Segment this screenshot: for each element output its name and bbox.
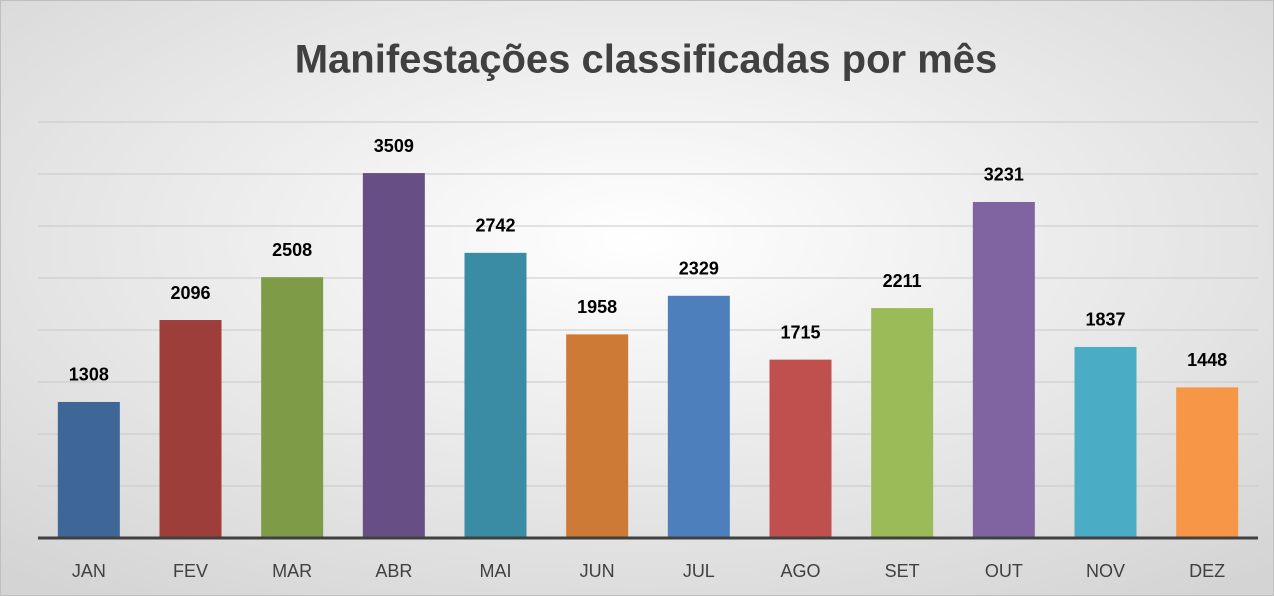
- data-label: 2742: [475, 216, 515, 236]
- x-tick-label: MAI: [479, 561, 511, 581]
- x-tick-label: OUT: [985, 561, 1023, 581]
- x-tick-label: SET: [885, 561, 920, 581]
- bar: [464, 252, 527, 538]
- data-label: 2508: [272, 240, 312, 260]
- x-tick-label: JAN: [72, 561, 106, 581]
- bar: [566, 334, 629, 538]
- bar: [1074, 346, 1137, 538]
- data-label: 1958: [577, 297, 617, 317]
- chart-title: Manifestações classificadas por mês: [295, 38, 998, 82]
- x-tick-label: ABR: [375, 561, 412, 581]
- bar: [1176, 387, 1239, 538]
- data-label: 3509: [374, 136, 414, 156]
- x-tick-label: MAR: [272, 561, 312, 581]
- bar: [871, 308, 934, 538]
- x-tick-label: FEV: [173, 561, 208, 581]
- x-tick-label: AGO: [780, 561, 820, 581]
- bar: [159, 320, 222, 538]
- bar: [667, 295, 730, 538]
- data-label: 1837: [1085, 310, 1125, 330]
- bar: [261, 277, 324, 538]
- data-label: 2096: [170, 283, 210, 303]
- x-tick-label: DEZ: [1189, 561, 1225, 581]
- data-label: 2211: [883, 271, 922, 291]
- x-tick-label: JUL: [683, 561, 715, 581]
- bar: [362, 173, 425, 538]
- x-tick-label: NOV: [1086, 561, 1125, 581]
- bar: [972, 201, 1035, 538]
- data-label: 1308: [69, 365, 109, 385]
- bar: [769, 359, 832, 538]
- data-label: 1715: [780, 322, 820, 342]
- data-label: 2329: [679, 259, 719, 279]
- x-tick-label: JUN: [580, 561, 615, 581]
- data-label: 1448: [1187, 350, 1227, 370]
- data-label: 3231: [984, 165, 1024, 185]
- bar: [57, 401, 120, 538]
